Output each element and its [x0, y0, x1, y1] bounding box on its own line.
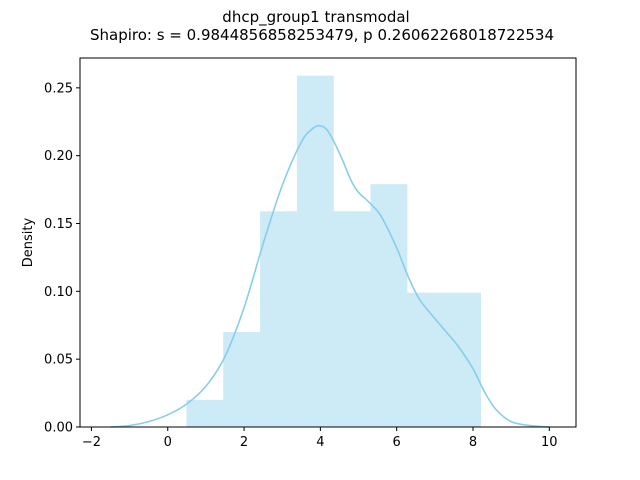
x-tick-label: 0 [164, 435, 172, 450]
x-tick-label: 2 [240, 435, 248, 450]
x-tick-label: −2 [82, 435, 101, 450]
histogram-bar-6 [407, 292, 445, 427]
histogram-bar-3 [296, 75, 334, 427]
y-tick-label: 0.05 [44, 353, 73, 368]
histogram-bar-4 [333, 211, 371, 427]
chart-title: dhcp_group1 transmodal [222, 8, 409, 27]
y-axis: 0.00 0.05 0.10 0.15 0.20 0.25 [44, 81, 80, 436]
x-axis: −2 0 2 4 6 8 10 [82, 427, 558, 450]
x-tick-label: 8 [469, 435, 477, 450]
y-tick-label: 0.00 [44, 421, 73, 436]
histogram-bars [186, 75, 481, 427]
x-tick-label: 6 [393, 435, 401, 450]
chart-subtitle: Shapiro: s = 0.9844856858253479, p 0.260… [90, 26, 554, 44]
y-tick-label: 0.20 [44, 149, 73, 164]
kde-curve [110, 124, 550, 428]
x-tick-label: 10 [541, 435, 558, 450]
y-tick-label: 0.10 [44, 285, 73, 300]
histogram-bar-5 [370, 184, 408, 427]
histogram-bar-0 [186, 399, 224, 427]
x-tick-label: 4 [316, 435, 324, 450]
y-tick-label: 0.15 [44, 217, 73, 232]
plot-frame [79, 57, 577, 428]
y-tick-label: 0.25 [44, 81, 73, 96]
histogram-bar-7 [444, 292, 481, 427]
y-axis-label: Density [21, 217, 36, 267]
histogram-bar-2 [260, 211, 297, 427]
